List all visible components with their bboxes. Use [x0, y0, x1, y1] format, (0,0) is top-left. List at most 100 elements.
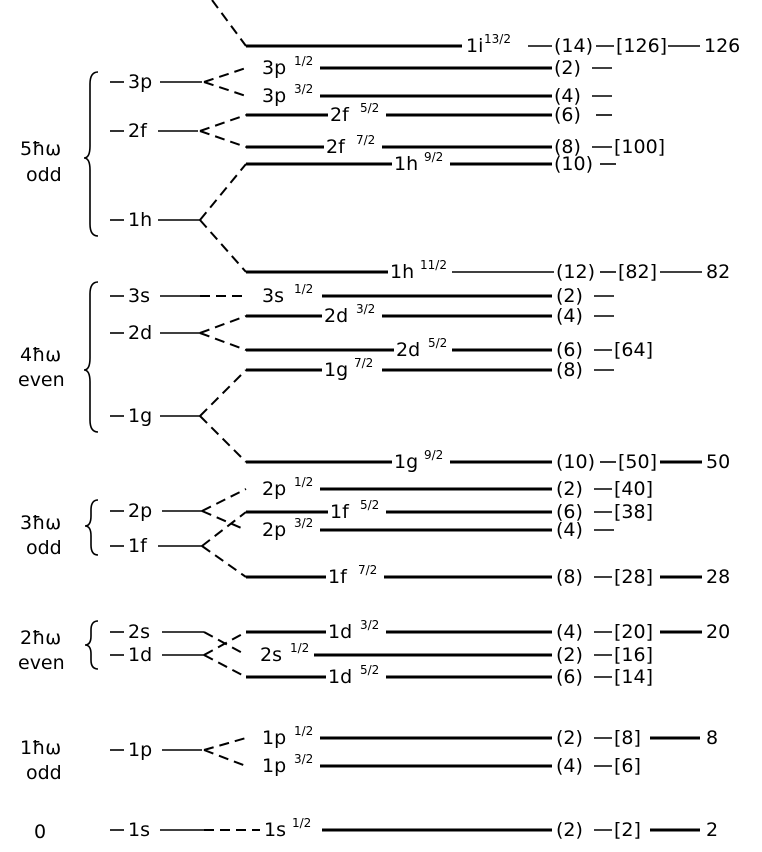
level-deg-2d32: (4): [556, 305, 583, 327]
level-j-3p32: 3/2: [294, 82, 313, 96]
level-name-2s12: 2s: [260, 644, 282, 666]
group-parity-4: even: [18, 369, 65, 391]
level-name-2d32: 2d: [324, 305, 348, 327]
magic-number-2: 2: [706, 819, 718, 841]
level-j-1d32: 3/2: [360, 618, 379, 632]
level-cum-1g92: [50]: [618, 451, 657, 473]
group-labels: 5ħω odd 4ħω even 3ħω odd 2ħω even 1ħω od…: [18, 138, 65, 843]
level-name-3s12: 3s: [262, 285, 284, 307]
level-deg-1d52: (6): [556, 666, 583, 688]
level-cum-1d52: [14]: [614, 666, 653, 688]
level-j-1h112: 11/2: [420, 258, 447, 272]
level-deg-1p32: (4): [556, 755, 583, 777]
level-j-2d32: 3/2: [356, 302, 375, 316]
brace-2: [84, 620, 99, 670]
group-parity-3: odd: [26, 537, 62, 559]
level-cum-1f52: [38]: [614, 501, 653, 523]
level-j-1f72: 7/2: [358, 563, 377, 577]
level-j-2s12: 1/2: [290, 641, 309, 655]
level-deg-2f72: (8): [554, 136, 581, 158]
level-name-1g72: 1g: [324, 359, 348, 381]
level-deg-1p12: (2): [556, 727, 583, 749]
level-deg-1f52: (6): [556, 501, 583, 523]
level-deg-1g72: (8): [556, 359, 583, 381]
group-parity-1: odd: [26, 762, 62, 784]
level-cum-2f72: [100]: [614, 136, 665, 158]
group-braces: [83, 71, 99, 670]
level-name-1d32: 1d: [328, 621, 352, 643]
level-name-1f52: 1f: [330, 501, 350, 523]
level-deg-1g92: (10): [556, 451, 595, 473]
brace-4: [83, 281, 99, 433]
level-j-1p32: 3/2: [294, 752, 313, 766]
level-name-2p12: 2p: [262, 478, 286, 500]
level-j-2f52: 5/2: [360, 101, 379, 115]
group-energy-3: 3ħω: [20, 512, 61, 534]
level-deg-1h112: (12): [556, 261, 595, 283]
group-energy-0: 0: [34, 821, 46, 843]
level-cum-2p12: [40]: [614, 478, 653, 500]
level-deg-1s12: (2): [556, 819, 583, 841]
magic-number-20: 20: [706, 621, 730, 643]
level-j-1i13: 13/2: [484, 32, 511, 46]
level-name-1g92: 1g: [394, 451, 418, 473]
magic-number-8: 8: [706, 727, 718, 749]
level-name-1h92: 1h: [394, 153, 418, 175]
level-name-3p32: 3p: [262, 85, 286, 107]
level-deg-3p32: (4): [554, 85, 581, 107]
level-deg-2p32: (4): [556, 519, 583, 541]
level-name-2d52: 2d: [396, 339, 420, 361]
osc-level-2d: 2d: [128, 322, 152, 344]
split-levels: 1i 13/2 (14) [126] 126 3p 1/2 (2) 3p 3/2…: [246, 32, 740, 841]
level-j-1s12: 1/2: [292, 816, 311, 830]
level-name-1p12: 1p: [262, 727, 286, 749]
group-energy-1: 1ħω: [20, 737, 61, 759]
level-j-2f72: 7/2: [356, 133, 375, 147]
group-energy-2: 2ħω: [20, 627, 61, 649]
level-j-2d52: 5/2: [428, 336, 447, 350]
brace-3: [84, 499, 99, 556]
osc-level-1h: 1h: [128, 209, 152, 231]
osc-level-1d: 1d: [128, 644, 152, 666]
oscillator-levels: 3p 2f 1h 3s 2d 1g 2p 1f 2s 1d 1p 1s: [110, 71, 204, 841]
level-deg-3s12: (2): [556, 285, 583, 307]
level-name-2p32: 2p: [262, 519, 286, 541]
level-name-1f72: 1f: [328, 566, 348, 588]
level-deg-1i13: (14): [554, 35, 593, 57]
level-j-1g92: 9/2: [424, 448, 443, 462]
level-deg-2s12: (2): [556, 644, 583, 666]
level-deg-2p12: (2): [556, 478, 583, 500]
level-name-2f52: 2f: [330, 104, 350, 126]
level-j-1d52: 5/2: [360, 663, 379, 677]
osc-level-2p: 2p: [128, 500, 152, 522]
level-name-1s12: 1s: [264, 819, 286, 841]
magic-number-126: 126: [704, 35, 740, 57]
osc-level-2s: 2s: [128, 621, 150, 643]
level-j-2p32: 3/2: [294, 516, 313, 530]
level-cum-1p32: [6]: [614, 755, 641, 777]
osc-level-1p: 1p: [128, 739, 152, 761]
level-deg-1f72: (8): [556, 566, 583, 588]
brace-5: [83, 71, 99, 237]
level-cum-1p12: [8]: [614, 727, 641, 749]
level-cum-1s12: [2]: [614, 819, 641, 841]
level-deg-1d32: (4): [556, 621, 583, 643]
group-energy-5: 5ħω: [20, 138, 61, 160]
level-j-1p12: 1/2: [294, 724, 313, 738]
level-name-1i13: 1i: [466, 35, 483, 57]
level-j-3s12: 1/2: [294, 282, 313, 296]
level-cum-1d32: [20]: [614, 621, 653, 643]
level-cum-2d52: [64]: [614, 339, 653, 361]
level-name-2f72: 2f: [326, 136, 346, 158]
level-j-1f52: 5/2: [360, 498, 379, 512]
osc-level-3p: 3p: [128, 71, 152, 93]
level-deg-3p12: (2): [554, 57, 581, 79]
magic-number-50: 50: [706, 451, 730, 473]
level-cum-2s12: [16]: [614, 644, 653, 666]
level-name-1h112: 1h: [390, 261, 414, 283]
level-deg-2f52: (6): [554, 104, 581, 126]
level-j-1h92: 9/2: [424, 150, 443, 164]
osc-level-1s: 1s: [128, 819, 150, 841]
group-parity-5: odd: [26, 164, 62, 186]
